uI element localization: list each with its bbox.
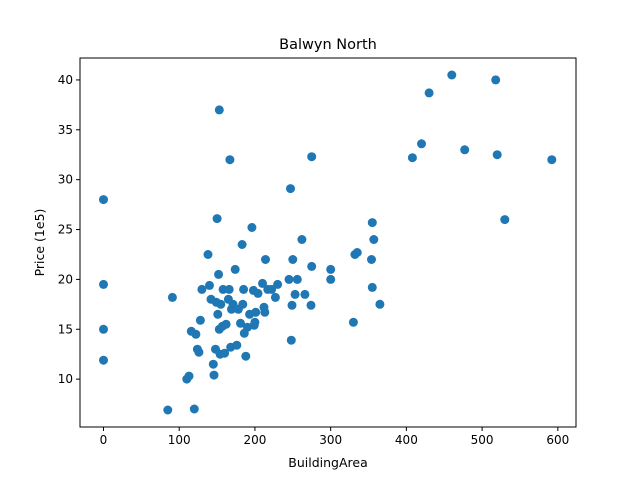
data-point <box>267 284 277 294</box>
data-point <box>260 307 270 317</box>
x-tick-label: 200 <box>243 433 266 447</box>
data-points <box>99 70 557 415</box>
data-point <box>209 370 219 380</box>
data-point <box>270 292 280 302</box>
data-point <box>191 329 201 339</box>
y-tick-label: 25 <box>58 223 73 237</box>
y-axis-ticks: 10 15 20 25 30 35 40 <box>58 73 80 386</box>
data-point <box>247 223 257 232</box>
data-point <box>288 255 298 264</box>
data-point <box>491 75 501 85</box>
y-tick-label: 30 <box>58 173 73 187</box>
data-point <box>460 145 470 155</box>
data-point <box>284 274 294 284</box>
data-point <box>367 282 377 292</box>
x-tick-label: 100 <box>168 433 191 447</box>
x-axis-ticks: 0 100 200 300 400 500 600 <box>100 427 569 447</box>
data-point <box>492 150 502 160</box>
y-tick-label: 35 <box>58 123 73 137</box>
data-point <box>547 155 557 165</box>
x-tick-label: 0 <box>100 433 108 447</box>
data-point <box>286 184 295 194</box>
data-point <box>99 355 108 365</box>
data-point <box>220 348 230 358</box>
data-point <box>261 255 270 264</box>
data-point <box>194 347 204 357</box>
data-point <box>230 264 240 274</box>
plot-area <box>80 58 576 427</box>
y-axis-label: Price (1e5) <box>32 209 47 277</box>
data-point <box>203 250 213 259</box>
data-point <box>205 280 214 290</box>
data-point <box>99 279 108 289</box>
y-tick-label: 20 <box>58 272 73 286</box>
data-point <box>251 307 261 317</box>
data-point <box>367 218 377 228</box>
x-tick-label: 500 <box>471 433 494 447</box>
axes-frame <box>79 57 577 428</box>
y-tick-label: 40 <box>58 73 73 87</box>
data-point <box>352 248 362 257</box>
y-tick-label: 10 <box>58 372 73 386</box>
data-point <box>221 319 231 329</box>
data-point <box>300 289 310 299</box>
data-point <box>326 274 336 284</box>
data-point <box>369 235 379 244</box>
data-point <box>447 70 457 80</box>
data-point <box>163 405 173 415</box>
data-point <box>290 289 300 299</box>
data-point <box>286 335 296 345</box>
data-point <box>238 299 248 309</box>
data-point <box>307 152 317 162</box>
data-point <box>253 288 263 298</box>
data-point <box>417 139 426 149</box>
y-tick-label: 15 <box>58 322 73 336</box>
data-point <box>214 105 224 115</box>
x-axis-label: BuildingArea <box>288 455 367 470</box>
data-point <box>212 214 222 224</box>
data-point <box>375 299 385 309</box>
data-point <box>424 88 434 98</box>
data-point <box>237 240 247 249</box>
data-point <box>348 317 358 327</box>
data-point <box>307 261 317 271</box>
data-point <box>213 309 223 319</box>
data-point <box>167 292 177 302</box>
data-point <box>99 195 108 205</box>
data-point <box>242 322 252 332</box>
data-point <box>195 315 205 325</box>
data-point <box>326 264 336 274</box>
data-point <box>236 318 245 328</box>
x-tick-label: 300 <box>319 433 342 447</box>
data-point <box>184 371 194 381</box>
data-point <box>292 274 302 284</box>
data-point <box>197 284 207 294</box>
data-point <box>306 300 316 310</box>
x-tick-label: 400 <box>395 433 418 447</box>
data-point <box>241 351 251 361</box>
data-point <box>500 215 510 225</box>
data-point <box>258 278 267 288</box>
data-point <box>367 255 376 264</box>
x-tick-label: 600 <box>546 433 569 447</box>
data-point <box>273 279 283 289</box>
data-point <box>214 269 224 279</box>
data-point <box>250 317 260 327</box>
chart-title: Balwyn North <box>279 37 377 53</box>
data-point <box>216 299 226 309</box>
data-point <box>232 340 242 350</box>
data-point <box>297 235 307 244</box>
data-point <box>225 155 235 165</box>
data-point <box>407 153 417 163</box>
data-point <box>189 404 199 414</box>
data-point <box>224 284 234 294</box>
data-point <box>239 284 249 294</box>
data-point <box>287 300 297 310</box>
data-point <box>99 324 108 334</box>
data-point <box>208 359 218 369</box>
